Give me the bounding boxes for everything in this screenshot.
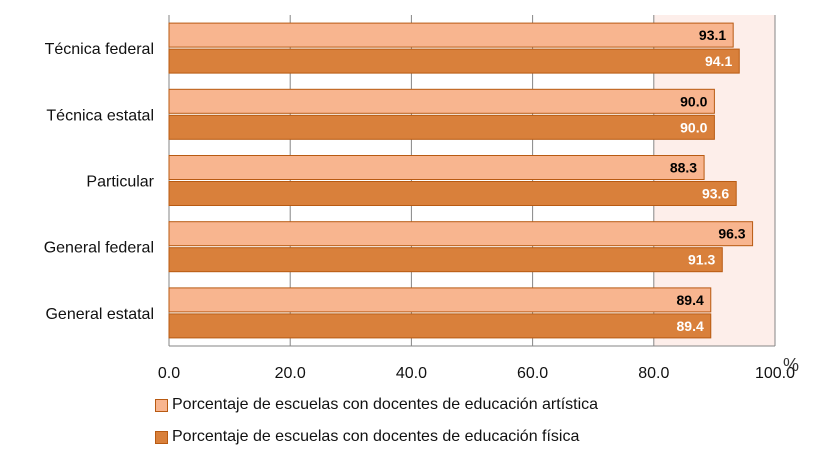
category-label-tecnica-federal: Técnica federal [45,41,154,58]
bar-general-estatal-series-0 [168,287,712,313]
data-label-general-federal-series-0: 96.3 [718,226,745,242]
x-axis-unit: % [783,355,800,375]
bar-tecnica-estatal-series-0 [168,88,715,114]
category-label-tecnica-estatal: Técnica estatal [46,107,154,124]
data-label-tecnica-estatal-series-1: 90.0 [680,119,707,135]
legend-item-fisica: Porcentaje de escuelas con docentes de e… [155,428,579,446]
data-label-general-estatal-series-0: 89.4 [677,292,704,308]
x-tick-label-20-0: 20.0 [275,365,306,382]
data-label-tecnica-estatal-series-0: 90.0 [680,93,707,109]
legend-label-fisica: Porcentaje de escuelas con docentes de e… [172,428,580,445]
bar-tecnica-federal-series-0 [168,22,734,48]
bar-particular-series-1 [168,181,737,206]
data-label-tecnica-federal-series-0: 93.1 [699,27,726,43]
data-label-particular-series-1: 93.6 [702,186,729,202]
x-tick-label-40-0: 40.0 [396,365,427,382]
x-tick-label-0-0: 0.0 [158,365,180,382]
data-label-tecnica-federal-series-1: 94.1 [705,53,732,69]
category-label-particular: Particular [86,174,154,191]
legend-label-artistica: Porcentaje de escuelas con docentes de e… [172,396,599,413]
category-label-general-federal: General federal [44,240,154,257]
bar-tecnica-federal-series-1 [168,48,740,74]
data-label-general-federal-series-1: 91.3 [688,252,715,268]
x-tick-label-100-0: 100.0 [755,365,795,382]
legend-swatch-fisica [155,430,168,444]
legend-item-artistica: Porcentaje de escuelas con docentes de e… [155,396,598,414]
bar-particular-series-0 [168,155,705,180]
data-label-general-estatal-series-1: 89.4 [677,318,704,334]
bar-tecnica-estatal-series-1 [168,114,715,140]
bar-general-federal-series-1 [168,247,723,273]
legend-swatch-artistica [155,398,168,412]
x-tick-label-80-0: 80.0 [638,365,669,382]
category-label-general-estatal: General estatal [45,306,154,323]
data-label-particular-series-0: 88.3 [670,160,697,176]
x-tick-label-60-0: 60.0 [517,365,548,382]
bar-general-federal-series-0 [168,221,754,247]
bar-general-estatal-series-1 [168,313,712,339]
